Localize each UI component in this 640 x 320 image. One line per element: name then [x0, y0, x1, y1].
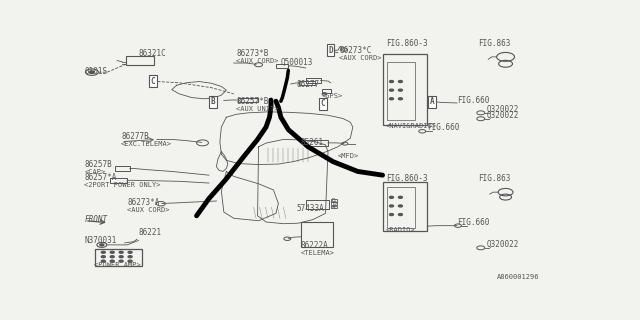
Circle shape — [119, 251, 123, 253]
Text: B: B — [332, 201, 336, 206]
Text: <2PORT POWER ONLY>: <2PORT POWER ONLY> — [84, 182, 161, 188]
Text: <RADIO>: <RADIO> — [386, 227, 416, 233]
Text: <AUX CORD>: <AUX CORD> — [127, 207, 170, 212]
Text: 86321C: 86321C — [138, 49, 166, 58]
Text: 86257*A: 86257*A — [85, 173, 117, 182]
Circle shape — [119, 256, 123, 258]
Text: D: D — [328, 46, 333, 55]
Circle shape — [399, 89, 403, 91]
Text: FIG.660: FIG.660 — [457, 96, 490, 105]
Text: C: C — [321, 99, 325, 108]
Circle shape — [128, 256, 132, 258]
Text: <MFD>: <MFD> — [337, 153, 358, 159]
Text: <EXC.TELEMA>: <EXC.TELEMA> — [121, 141, 172, 147]
Bar — [237, 98, 257, 102]
Text: FIG.660: FIG.660 — [428, 123, 460, 132]
Text: B: B — [211, 98, 215, 107]
Circle shape — [399, 213, 403, 216]
Text: <AUX UNIT>: <AUX UNIT> — [236, 106, 279, 112]
Bar — [383, 182, 428, 231]
Text: Q320022: Q320022 — [486, 111, 519, 120]
Text: FIG.863: FIG.863 — [478, 174, 510, 183]
Text: 86257*B: 86257*B — [236, 97, 269, 107]
Bar — [115, 166, 129, 171]
Bar — [306, 200, 330, 209]
Bar — [387, 62, 415, 120]
Text: <GPS>: <GPS> — [321, 93, 343, 99]
Bar — [331, 206, 337, 208]
Circle shape — [119, 260, 123, 262]
Text: Q320022: Q320022 — [486, 240, 519, 249]
Circle shape — [110, 251, 114, 253]
Text: <AUX CORD>: <AUX CORD> — [339, 55, 382, 61]
Bar — [276, 64, 289, 68]
Text: 86222A: 86222A — [301, 241, 328, 250]
Text: 0101S: 0101S — [85, 67, 108, 76]
Text: <CAP>: <CAP> — [85, 169, 106, 175]
Text: 57433A: 57433A — [297, 204, 324, 213]
Text: FIG.860-3: FIG.860-3 — [386, 174, 428, 183]
Circle shape — [90, 71, 94, 73]
Circle shape — [390, 196, 394, 198]
Text: Q500013: Q500013 — [281, 58, 313, 67]
Bar — [321, 89, 332, 93]
Text: A: A — [332, 205, 336, 210]
Text: Q320022: Q320022 — [486, 105, 519, 114]
Text: C: C — [150, 77, 156, 86]
Bar — [331, 199, 337, 202]
Circle shape — [390, 205, 394, 207]
Text: D: D — [332, 198, 336, 203]
Circle shape — [390, 213, 394, 216]
Text: FIG.660: FIG.660 — [457, 218, 490, 227]
Text: N370031: N370031 — [85, 236, 117, 245]
Text: FIG.863: FIG.863 — [478, 39, 510, 48]
Circle shape — [128, 260, 132, 262]
Bar — [383, 54, 428, 125]
Circle shape — [390, 81, 394, 83]
Text: FRONT: FRONT — [85, 215, 108, 224]
Circle shape — [390, 98, 394, 100]
Text: 86277: 86277 — [297, 80, 320, 89]
Text: 86273*A: 86273*A — [127, 198, 159, 207]
Text: <AUX CORD>: <AUX CORD> — [236, 58, 279, 64]
Circle shape — [101, 251, 106, 253]
Text: 86257B: 86257B — [85, 160, 113, 169]
Bar — [110, 178, 127, 182]
Bar — [95, 249, 142, 266]
Bar — [306, 78, 321, 83]
Text: A860001296: A860001296 — [497, 274, 539, 280]
Circle shape — [100, 244, 104, 246]
Bar — [387, 187, 415, 228]
Text: A: A — [430, 98, 435, 107]
Circle shape — [110, 260, 114, 262]
Circle shape — [399, 205, 403, 207]
Bar — [304, 140, 328, 146]
Text: <POWER AMP>: <POWER AMP> — [94, 262, 141, 268]
Circle shape — [399, 196, 403, 198]
Circle shape — [101, 260, 106, 262]
Text: <NAVI&RADIO>: <NAVI&RADIO> — [386, 123, 437, 129]
Circle shape — [399, 98, 403, 100]
Text: 86221: 86221 — [138, 228, 162, 237]
Circle shape — [128, 251, 132, 253]
Bar — [125, 56, 154, 65]
Bar — [331, 202, 337, 205]
Text: 86277B: 86277B — [121, 132, 149, 141]
Text: 86273*B: 86273*B — [236, 49, 269, 58]
Circle shape — [399, 81, 403, 83]
Circle shape — [110, 256, 114, 258]
Text: 86273*C: 86273*C — [339, 46, 372, 55]
Text: 85261: 85261 — [301, 138, 324, 147]
Text: <TELEMA>: <TELEMA> — [301, 250, 335, 256]
Circle shape — [390, 89, 394, 91]
Text: FIG.860-3: FIG.860-3 — [386, 39, 428, 48]
Bar — [301, 222, 333, 247]
Bar — [300, 81, 315, 85]
Circle shape — [101, 256, 106, 258]
